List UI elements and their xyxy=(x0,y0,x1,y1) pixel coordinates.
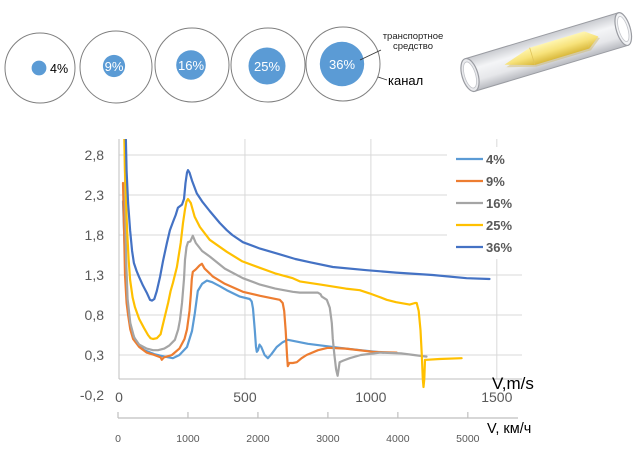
chart-series xyxy=(121,139,491,389)
secondary-x-tick-label: 0 xyxy=(115,433,121,445)
legend-label: 16% xyxy=(486,196,512,211)
projectile-seam xyxy=(529,47,536,66)
legend-item: 25% xyxy=(456,218,512,233)
cross-section-16: 16% xyxy=(154,27,230,103)
chart-legend: 4% 9% 16% 25% 36% xyxy=(447,147,522,259)
vehicle-circle xyxy=(248,47,286,85)
secondary-x-axis: 0 1000 2000 3000 4000 5000 xyxy=(115,412,518,445)
secondary-x-tick-label: 4000 xyxy=(386,433,410,445)
legend-label: 25% xyxy=(486,218,512,233)
x-axis-title: V,m/s xyxy=(492,374,534,393)
series-line-4pct xyxy=(121,200,385,360)
cross-section-diagram: 4% 9% 16% 25% 36% транспортное средство … xyxy=(4,26,444,104)
legend-label: 36% xyxy=(486,240,512,255)
vehicle-label-line1: транспортное xyxy=(383,31,444,42)
cross-section-label: 16% xyxy=(178,58,204,73)
y-tick-label: 1,3 xyxy=(85,267,105,283)
y-tick-label: 1,8 xyxy=(85,227,105,243)
legend-label: 4% xyxy=(486,152,505,167)
chart: -0,2 0,3 0,8 1,3 1,8 2,3 2,8 0 500 1000 1500 0 1000… xyxy=(80,139,534,445)
cross-section-36: 36% xyxy=(305,26,381,102)
y-tick-label: 2,3 xyxy=(85,187,105,203)
vehicle-circle xyxy=(102,54,126,78)
cross-section-label: 9% xyxy=(105,59,124,74)
tube-edge-top xyxy=(464,12,619,60)
tube-opening-right xyxy=(617,16,630,42)
cross-section-4: 4% xyxy=(4,32,76,104)
vehicle-label-line2: средство xyxy=(393,41,433,52)
y-tick-label: -0,2 xyxy=(80,387,104,403)
secondary-x-tick-label: 1000 xyxy=(176,433,200,445)
y-tick-label: 0,3 xyxy=(85,347,105,363)
channel-label: канал xyxy=(388,73,423,88)
legend-item: 9% xyxy=(456,174,505,189)
projectile-body xyxy=(529,31,590,65)
vehicle-circle xyxy=(31,60,47,76)
cross-section-25: 25% xyxy=(230,27,306,103)
secondary-x-axis-title: V, км/ч xyxy=(487,421,531,437)
vehicle-circle xyxy=(176,50,206,80)
y-tick-label: 2,8 xyxy=(85,147,105,163)
vehicle-leader-line xyxy=(359,49,382,61)
tube-vehicle-illustration xyxy=(460,12,633,93)
vehicle-projectile xyxy=(504,31,600,68)
legend-label: 9% xyxy=(486,174,505,189)
series-line-36pct xyxy=(124,139,491,302)
x-tick-label: 500 xyxy=(233,389,257,405)
cross-section-label: 25% xyxy=(254,59,280,74)
x-tick-label: 1000 xyxy=(355,389,386,405)
legend-item: 4% xyxy=(456,152,505,167)
projectile-nose-right xyxy=(584,31,599,49)
cross-section-label: 4% xyxy=(50,62,68,76)
legend-item: 16% xyxy=(456,196,512,211)
chart-tick-labels: -0,2 0,3 0,8 1,3 1,8 2,3 2,8 0 500 1000 1500 xyxy=(80,147,513,405)
secondary-x-tick-label: 5000 xyxy=(456,433,480,445)
tube-edge-bottom xyxy=(474,44,629,92)
series-line-25pct xyxy=(123,139,463,389)
legend-item: 36% xyxy=(456,240,512,255)
projectile-nose-left xyxy=(504,47,535,65)
channel-leader-line xyxy=(377,76,388,81)
y-tick-label: 0,8 xyxy=(85,307,105,323)
secondary-x-tick-label: 3000 xyxy=(316,433,340,445)
secondary-x-tick-label: 2000 xyxy=(246,433,270,445)
cross-section-label: 36% xyxy=(329,57,355,72)
cross-section-9: 9% xyxy=(79,30,153,104)
vehicle-circle xyxy=(319,41,365,87)
series-line-16pct xyxy=(123,139,428,377)
x-tick-label: 1500 xyxy=(481,389,512,405)
series-line-9pct xyxy=(121,181,398,368)
tube-opening-left xyxy=(463,61,477,89)
x-tick-label: 0 xyxy=(115,389,123,405)
